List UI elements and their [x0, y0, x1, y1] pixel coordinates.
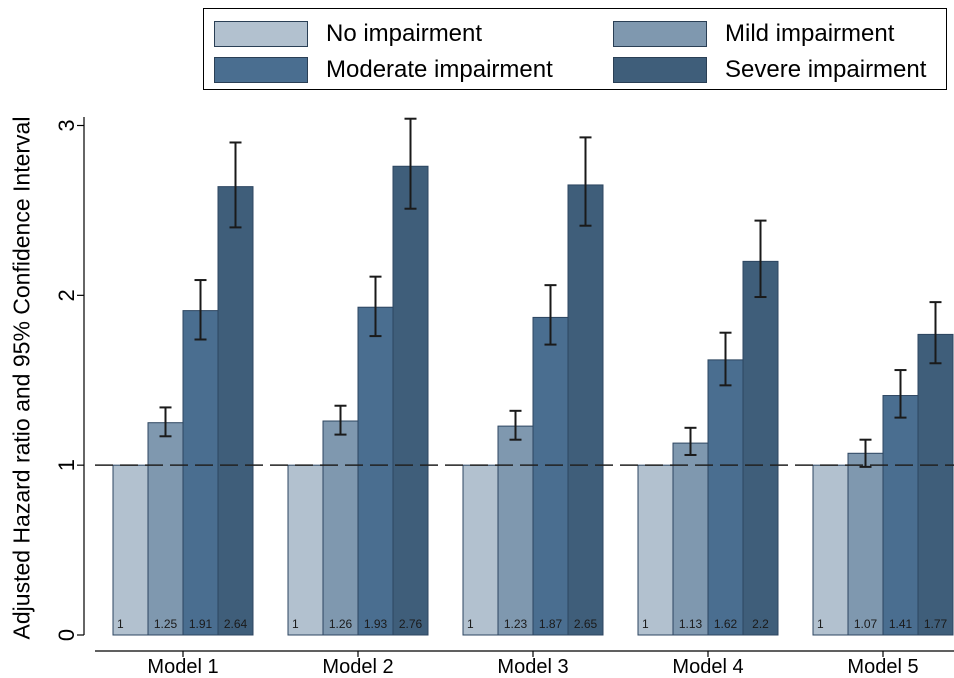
legend-item-no-impairment: No impairment — [214, 20, 482, 48]
bar-model-5-1 — [847, 452, 884, 636]
bar-model-5-2 — [882, 395, 919, 636]
bar-model-1-1 — [147, 422, 184, 636]
value-label-0-3: 2.64 — [224, 617, 248, 631]
bar-model-3-2 — [532, 316, 569, 636]
value-label-1-0: 1 — [292, 617, 299, 631]
value-label-4-2: 1.41 — [889, 617, 913, 631]
value-label-4-0: 1 — [817, 617, 824, 631]
value-label-0-0: 1 — [117, 617, 124, 631]
bar-model-4-2 — [707, 359, 744, 636]
value-label-2-1: 1.23 — [504, 617, 528, 631]
y-axis-label: Adjusted Hazard ratio and 95% Confidence… — [8, 116, 35, 640]
bar-model-1-0 — [112, 464, 149, 636]
value-label-2-3: 2.65 — [574, 617, 598, 631]
bar-model-3-3 — [567, 184, 604, 636]
value-label-3-3: 2.2 — [752, 617, 769, 631]
x-tick-label-1: Model 2 — [322, 656, 393, 678]
value-label-1-2: 1.93 — [364, 617, 388, 631]
x-tick-label-4: Model 5 — [847, 656, 918, 678]
value-labels-layer: 1 1.25 1.91 2.64 1 1.26 1.93 2.76 1 1.23 1.87 2.65 1… — [117, 617, 948, 631]
y-tick-label-0: 0 — [54, 629, 79, 641]
value-label-4-3: 1.77 — [924, 617, 948, 631]
legend-item-severe-impairment: Severe impairment — [613, 56, 926, 84]
legend-label-no-impairment: No impairment — [326, 20, 483, 47]
value-label-0-1: 1.25 — [154, 617, 178, 631]
bar-model-4-1 — [672, 442, 709, 636]
value-label-0-2: 1.91 — [189, 617, 213, 631]
x-tick-label-3: Model 4 — [672, 656, 743, 678]
y-tick-label-3: 3 — [54, 119, 79, 131]
bar-model-4-3 — [742, 260, 779, 636]
axes-layer: Model 1 Model 2 Model 3 Model 4 Model 5 0 1 2 3 — [54, 117, 954, 678]
y-tick-label-1: 1 — [54, 459, 79, 471]
value-label-2-2: 1.87 — [539, 617, 563, 631]
bar-model-5-3 — [917, 333, 954, 636]
legend-item-mild-impairment: Mild impairment — [613, 20, 894, 48]
bar-model-4-0 — [637, 464, 674, 636]
legend-swatch-mild-impairment — [613, 21, 707, 47]
value-label-4-1: 1.07 — [854, 617, 878, 631]
legend-swatch-severe-impairment — [613, 57, 707, 83]
value-label-3-1: 1.13 — [679, 617, 703, 631]
bar-model-2-0 — [287, 464, 324, 636]
value-label-3-0: 1 — [642, 617, 649, 631]
x-tick-label-2: Model 3 — [497, 656, 568, 678]
value-label-2-0: 1 — [467, 617, 474, 631]
legend-swatch-no-impairment — [214, 21, 308, 47]
bar-model-2-3 — [392, 165, 429, 636]
bar-model-2-1 — [322, 420, 359, 636]
legend-label-severe-impairment: Severe impairment — [725, 56, 927, 83]
bar-model-5-0 — [812, 464, 849, 636]
bar-model-3-0 — [462, 464, 499, 636]
y-tick-label-2: 2 — [54, 289, 79, 301]
error-bars-layer — [159, 117, 942, 468]
value-label-1-1: 1.26 — [329, 617, 353, 631]
legend: No impairment Mild impairment Moderate i… — [203, 8, 947, 90]
x-tick-label-0: Model 1 — [147, 656, 218, 678]
legend-item-moderate-impairment: Moderate impairment — [214, 56, 553, 84]
bar-model-3-1 — [497, 425, 534, 636]
legend-label-moderate-impairment: Moderate impairment — [326, 56, 553, 83]
legend-label-mild-impairment: Mild impairment — [725, 20, 895, 47]
bar-model-1-2 — [182, 310, 219, 636]
value-label-3-2: 1.62 — [714, 617, 738, 631]
bar-model-1-3 — [217, 186, 254, 636]
legend-swatch-moderate-impairment — [214, 57, 308, 83]
value-label-1-3: 2.76 — [399, 617, 423, 631]
bar-model-2-2 — [357, 306, 394, 636]
bars-layer — [112, 165, 954, 636]
